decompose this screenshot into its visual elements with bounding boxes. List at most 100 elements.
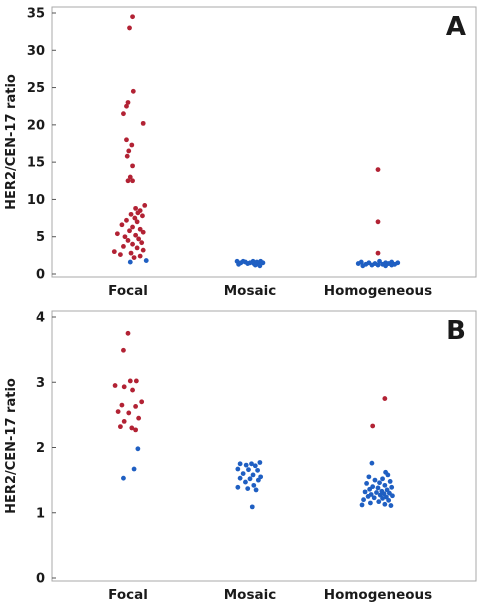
data-point-red	[137, 226, 143, 232]
data-point-red	[382, 396, 388, 401]
data-point-blue	[389, 262, 395, 268]
data-point-blue	[389, 484, 395, 490]
data-point-red	[375, 167, 381, 173]
data-point-red	[124, 137, 129, 143]
data-point-red	[133, 205, 139, 211]
data-point-blue	[255, 477, 261, 483]
data-point-red	[370, 423, 376, 429]
data-point-red	[132, 215, 138, 221]
data-point-blue	[359, 502, 365, 508]
data-point-blue	[131, 466, 137, 472]
data-point-red	[119, 222, 125, 228]
data-point-blue	[252, 463, 258, 469]
data-point-blue	[245, 261, 251, 266]
data-point-red	[114, 231, 120, 237]
data-point-blue	[237, 475, 243, 481]
data-point-red	[121, 347, 126, 353]
data-point-red	[125, 178, 131, 184]
y-axis-label: HER2/CEN-17 ratio	[4, 378, 19, 514]
data-point-red	[118, 252, 123, 258]
data-point-red	[130, 241, 135, 247]
data-point-blue	[246, 467, 251, 473]
data-point-red	[133, 378, 139, 384]
y-tick-label: 3	[36, 376, 45, 391]
data-point-blue	[386, 497, 392, 503]
data-point-blue	[235, 466, 241, 472]
y-tick-label: 30	[27, 44, 45, 59]
data-point-blue	[243, 462, 249, 468]
data-point-red	[112, 383, 118, 388]
data-point-red	[111, 249, 117, 255]
x-category-label: Mosaic	[224, 283, 276, 299]
y-tick-label: 4	[36, 311, 45, 326]
data-point-red	[125, 330, 131, 336]
data-point-red	[125, 238, 131, 243]
data-point-red	[124, 103, 129, 109]
panel-label: A	[446, 12, 466, 42]
data-point-blue	[364, 480, 369, 486]
data-point-red	[131, 255, 137, 260]
data-point-red	[139, 399, 145, 405]
data-point-blue	[251, 482, 257, 488]
y-tick-label: 25	[27, 81, 45, 96]
x-category-label: Focal	[108, 283, 148, 299]
data-point-red	[136, 415, 142, 421]
data-point-red	[129, 425, 135, 431]
data-point-blue	[236, 261, 242, 267]
data-point-blue	[257, 460, 263, 465]
data-point-red	[127, 174, 133, 180]
data-point-red	[139, 240, 145, 246]
data-point-red	[122, 234, 128, 240]
data-point-red	[121, 244, 126, 249]
data-point-red	[127, 228, 132, 234]
y-tick-label: 20	[27, 118, 45, 133]
data-point-blue	[121, 475, 126, 481]
data-point-blue	[376, 499, 382, 505]
x-category-label: Focal	[108, 587, 148, 603]
data-point-blue	[247, 476, 253, 482]
data-point-blue	[377, 258, 382, 264]
data-point-blue	[366, 474, 372, 480]
data-point-red	[130, 387, 135, 393]
data-point-red	[126, 148, 132, 154]
y-tick-label: 1	[36, 506, 45, 521]
data-point-blue	[143, 258, 149, 263]
data-point-red	[140, 213, 145, 219]
data-point-blue	[382, 501, 388, 507]
data-point-red	[127, 378, 133, 384]
plot-frame	[51, 6, 477, 278]
data-point-blue	[385, 472, 391, 478]
data-point-blue	[383, 263, 388, 269]
data-point-blue	[252, 262, 258, 268]
data-point-red	[134, 245, 140, 251]
data-point-blue	[127, 259, 133, 265]
data-point-red	[136, 236, 142, 242]
data-point-red	[126, 410, 132, 416]
data-point-blue	[380, 495, 385, 501]
data-point-red	[130, 88, 136, 94]
y-tick-label: 5	[36, 230, 45, 245]
data-point-blue	[387, 479, 393, 484]
data-point-red	[140, 229, 146, 235]
data-point-red	[375, 219, 381, 225]
data-point-blue	[245, 486, 251, 492]
plot-frame	[51, 310, 477, 582]
data-point-blue	[249, 461, 254, 467]
data-point-red	[124, 217, 129, 223]
data-point-red	[134, 219, 140, 225]
data-point-blue	[380, 476, 385, 482]
y-axis-label: HER2/CEN-17 ratio	[4, 74, 19, 210]
chart-panel-b: 0 1 2 3 4 Focal Mosaic Homogeneous HER2/CEN-17 r…	[4, 310, 477, 603]
data-point-red	[375, 250, 381, 256]
data-point-blue	[355, 261, 361, 266]
data-point-blue	[367, 486, 373, 492]
data-point-blue	[374, 490, 379, 495]
data-point-red	[118, 424, 123, 430]
data-point-blue	[362, 489, 368, 495]
x-category-label: Homogeneous	[324, 283, 432, 299]
data-point-blue	[382, 482, 388, 488]
y-tick-label: 15	[27, 156, 45, 171]
data-point-red	[133, 427, 139, 433]
data-point-red	[140, 247, 146, 253]
